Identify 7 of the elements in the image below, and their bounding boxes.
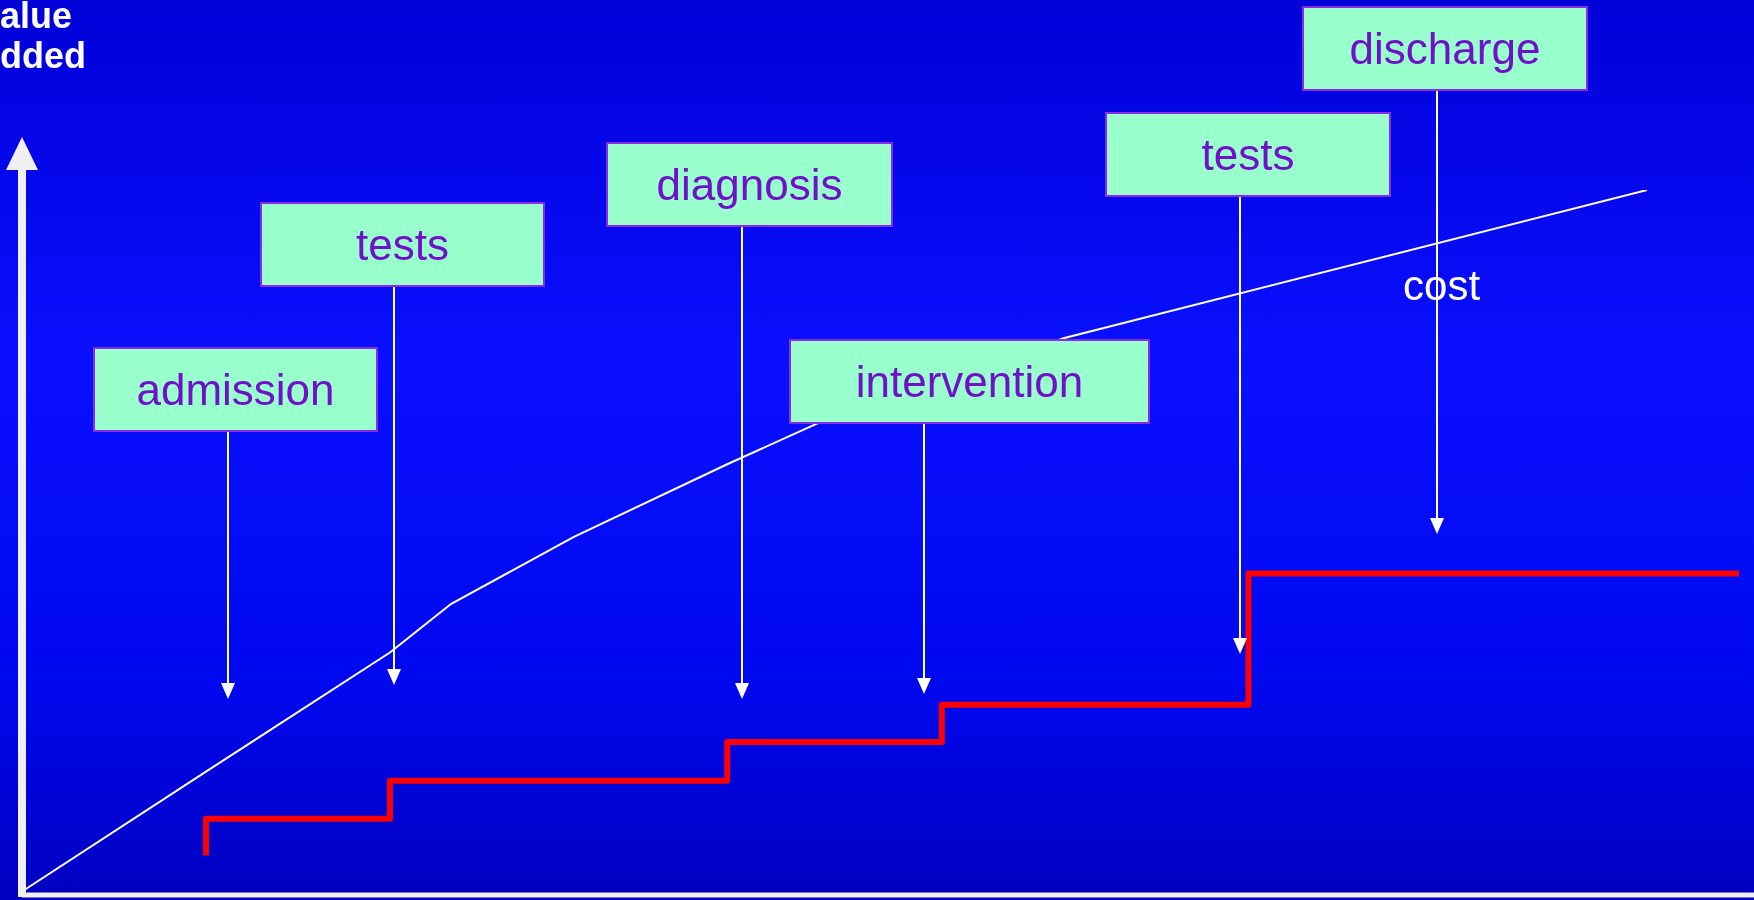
callout-box: diagnosis	[606, 142, 893, 227]
callout-box: admission	[93, 347, 378, 432]
callout-box: tests	[1105, 112, 1391, 197]
y-axis-title: alue dded	[0, 0, 86, 76]
callout-box: intervention	[789, 339, 1150, 424]
callout-box: discharge	[1302, 6, 1588, 91]
callout-box: tests	[260, 202, 545, 287]
